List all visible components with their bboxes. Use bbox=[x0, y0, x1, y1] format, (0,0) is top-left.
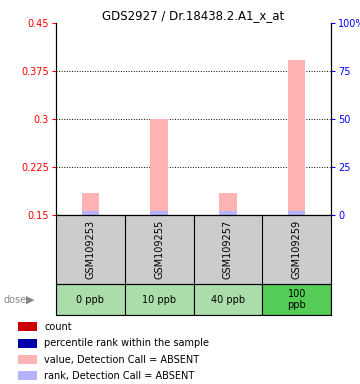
Title: GDS2927 / Dr.18438.2.A1_x_at: GDS2927 / Dr.18438.2.A1_x_at bbox=[102, 9, 285, 22]
Bar bbox=[82, 211, 99, 215]
Bar bbox=[219, 211, 237, 215]
Bar bbox=[18, 339, 37, 348]
Text: percentile rank within the sample: percentile rank within the sample bbox=[44, 338, 209, 348]
Text: ▶: ▶ bbox=[26, 295, 35, 305]
Bar bbox=[262, 284, 331, 315]
Text: GSM109257: GSM109257 bbox=[223, 220, 233, 279]
Bar bbox=[288, 60, 305, 215]
Bar bbox=[18, 322, 37, 331]
Bar bbox=[82, 193, 99, 215]
Text: GSM109259: GSM109259 bbox=[292, 220, 302, 279]
Text: 10 ppb: 10 ppb bbox=[142, 295, 176, 305]
Bar bbox=[125, 284, 194, 315]
Bar bbox=[18, 355, 37, 364]
Bar bbox=[150, 119, 168, 215]
Bar bbox=[288, 211, 305, 215]
Bar bbox=[219, 193, 237, 215]
Bar bbox=[150, 211, 168, 215]
Text: 0 ppb: 0 ppb bbox=[76, 295, 104, 305]
Text: GSM109255: GSM109255 bbox=[154, 220, 164, 279]
Text: rank, Detection Call = ABSENT: rank, Detection Call = ABSENT bbox=[44, 371, 194, 381]
Text: 40 ppb: 40 ppb bbox=[211, 295, 245, 305]
Text: value, Detection Call = ABSENT: value, Detection Call = ABSENT bbox=[44, 354, 199, 364]
Bar bbox=[56, 284, 125, 315]
Text: GSM109253: GSM109253 bbox=[85, 220, 95, 279]
Text: dose: dose bbox=[4, 295, 27, 305]
Text: 100
ppb: 100 ppb bbox=[287, 289, 306, 310]
Text: count: count bbox=[44, 322, 72, 332]
Bar bbox=[194, 284, 262, 315]
Bar bbox=[18, 371, 37, 381]
